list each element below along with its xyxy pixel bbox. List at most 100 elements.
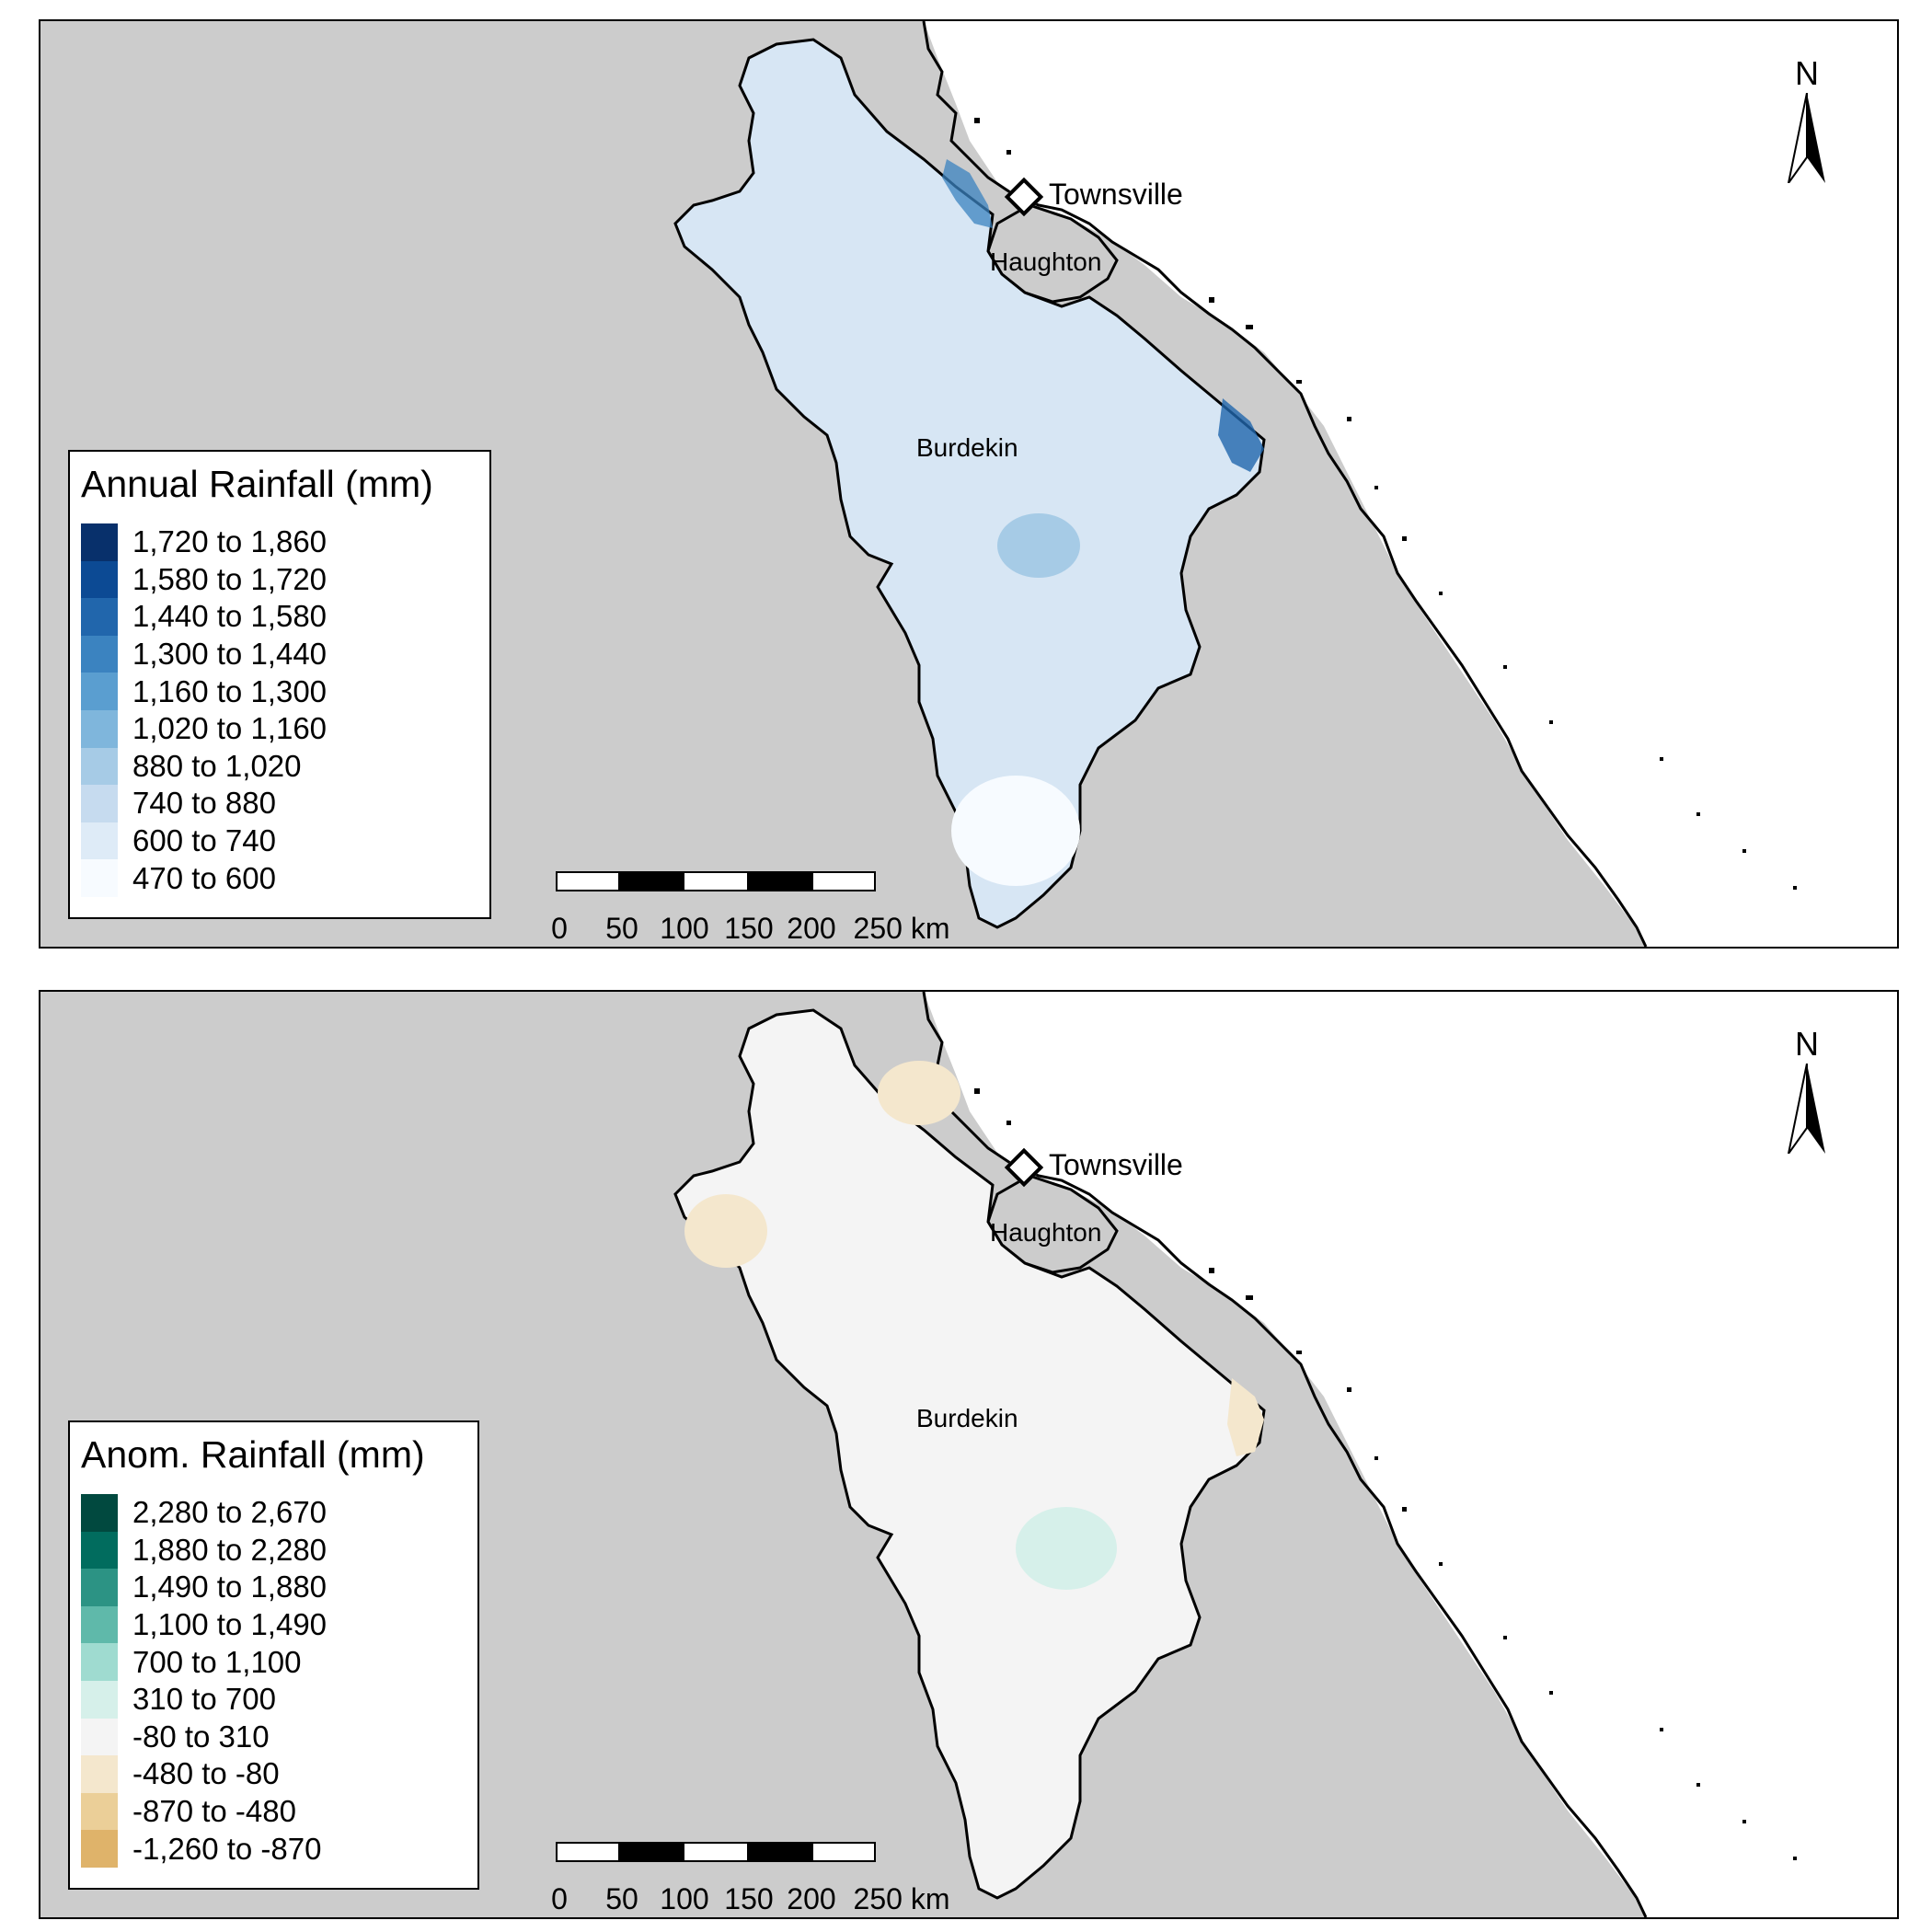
north-arrow: N (1779, 54, 1834, 183)
legend-item: 470 to 600 (81, 859, 478, 897)
burdekin-label: Burdekin (916, 433, 1018, 462)
scale-tick: 50 (605, 1882, 638, 1915)
legend-label: 1,440 to 1,580 (132, 599, 328, 634)
legend-swatch (81, 523, 118, 561)
north-arrow-icon (1788, 1064, 1825, 1154)
north-letter: N (1795, 1025, 1819, 1063)
scale-tick: 100 (660, 912, 709, 945)
legend-swatch (81, 1755, 118, 1793)
legend-swatch (81, 709, 118, 748)
scale-tick: 200 (787, 1882, 836, 1915)
scale-bar: 0 50 100 150 200 250 km (551, 1842, 960, 1915)
positive-anomaly-central (1016, 1507, 1117, 1590)
high-rainfall-north (942, 159, 993, 228)
legend-swatch (81, 785, 118, 822)
scale-bar-segments (556, 871, 876, 891)
legend-label: 470 to 600 (132, 860, 276, 895)
anomaly-rainfall-legend: Anom. Rainfall (mm) 2,280 to 2,670 1,880 … (68, 1420, 479, 1890)
legend-swatch (81, 1830, 118, 1868)
burdekin-catchment (673, 38, 1266, 929)
legend-swatch (81, 1605, 118, 1644)
legend-item: -870 to -480 (81, 1792, 466, 1831)
coastline (922, 992, 1648, 1917)
scale-tick: 50 (605, 912, 638, 945)
legend-item: 1,880 to 2,280 (81, 1531, 466, 1570)
legend-item: -80 to 310 (81, 1718, 466, 1756)
legend-title: Anom. Rainfall (mm) (81, 1433, 425, 1476)
legend-item: 1,020 to 1,160 (81, 709, 478, 748)
burdekin-label: Burdekin (916, 1404, 1018, 1432)
scale-tick: 200 (787, 912, 836, 945)
legend-label: 1,580 to 1,720 (132, 561, 328, 596)
central-rainfall-zone (997, 513, 1080, 578)
negative-anomaly-north (878, 1061, 960, 1125)
scale-tick: 0 (551, 912, 568, 945)
legend-label: -1,260 to -870 (132, 1831, 322, 1866)
legend-label: 1,160 to 1,300 (132, 673, 328, 708)
townsville-label: Townsville (1049, 178, 1183, 211)
scale-bar-segments (556, 1842, 876, 1862)
legend-item: -1,260 to -870 (81, 1830, 466, 1868)
legend-swatch (81, 1569, 118, 1606)
annual-rainfall-legend: Annual Rainfall (mm) 1,720 to 1,860 1,580… (68, 450, 491, 919)
scale-tick: 150 (724, 912, 774, 945)
scale-tick: 100 (660, 1882, 709, 1915)
negative-anomaly-east (1227, 1378, 1264, 1456)
legend-label: 1,720 to 1,860 (132, 524, 328, 559)
legend-swatch (81, 1680, 118, 1719)
legend-swatch (81, 1494, 118, 1532)
legend-swatch (81, 1718, 118, 1756)
legend-swatch (81, 1531, 118, 1570)
legend-label: -80 to 310 (132, 1719, 270, 1754)
legend-label: 740 to 880 (132, 786, 276, 821)
legend-label: -870 to -480 (132, 1794, 296, 1829)
legend-item: 880 to 1,020 (81, 747, 478, 786)
high-rainfall-east (1218, 398, 1264, 472)
scale-bar-ticks: 0 50 100 150 200 250 km (551, 912, 960, 945)
legend-label: 1,300 to 1,440 (132, 637, 328, 672)
islands (974, 118, 1797, 890)
legend-item: 700 to 1,100 (81, 1643, 466, 1681)
haughton-label: Haughton (990, 1218, 1102, 1247)
coastline (922, 21, 1648, 947)
legend-item: 1,160 to 1,300 (81, 673, 478, 710)
legend-label: -480 to -80 (132, 1756, 280, 1791)
legend-items: 1,720 to 1,860 1,580 to 1,720 1,440 to 1,5… (81, 523, 478, 897)
townsville-label: Townsville (1049, 1148, 1183, 1181)
scale-tick: 0 (551, 1882, 568, 1915)
legend-label: 310 to 700 (132, 1682, 276, 1717)
islands (974, 1088, 1797, 1860)
legend-swatch (81, 1792, 118, 1831)
legend-label: 880 to 1,020 (132, 748, 302, 783)
scale-tick: 250 km (853, 1882, 950, 1915)
legend-item: 1,490 to 1,880 (81, 1569, 466, 1606)
scale-bar-ticks: 0 50 100 150 200 250 km (551, 1882, 960, 1915)
legend-item: 1,580 to 1,720 (81, 560, 478, 599)
legend-label: 600 to 740 (132, 823, 276, 858)
anomaly-rainfall-map: Townsville Haughton Burdekin N 0 50 100 … (39, 990, 1899, 1919)
legend-item: 310 to 700 (81, 1680, 466, 1719)
legend-swatch (81, 560, 118, 599)
legend-item: 1,100 to 1,490 (81, 1605, 466, 1644)
annual-rainfall-map: Townsville Haughton Burdekin N 0 50 100 … (39, 19, 1899, 949)
legend-swatch (81, 747, 118, 786)
haughton-label: Haughton (990, 247, 1102, 276)
scale-tick: 150 (724, 1882, 774, 1915)
legend-items: 2,280 to 2,670 1,880 to 2,280 1,490 to 1,8… (81, 1494, 466, 1868)
legend-swatch (81, 673, 118, 710)
legend-label: 1,880 to 2,280 (132, 1532, 328, 1567)
legend-label: 1,020 to 1,160 (132, 711, 328, 746)
north-arrow: N (1779, 1025, 1834, 1154)
north-letter: N (1795, 54, 1819, 92)
scale-bar: 0 50 100 150 200 250 km (551, 871, 960, 945)
legend-title: Annual Rainfall (mm) (81, 463, 433, 505)
legend-swatch (81, 598, 118, 636)
legend-label: 700 to 1,100 (132, 1644, 302, 1679)
north-arrow-icon (1788, 93, 1825, 183)
scale-tick: 250 km (853, 912, 950, 945)
legend-swatch (81, 859, 118, 897)
legend-swatch (81, 1643, 118, 1681)
negative-anomaly-west (684, 1194, 767, 1268)
legend-item: 1,720 to 1,860 (81, 523, 478, 561)
legend-item: 740 to 880 (81, 785, 478, 822)
